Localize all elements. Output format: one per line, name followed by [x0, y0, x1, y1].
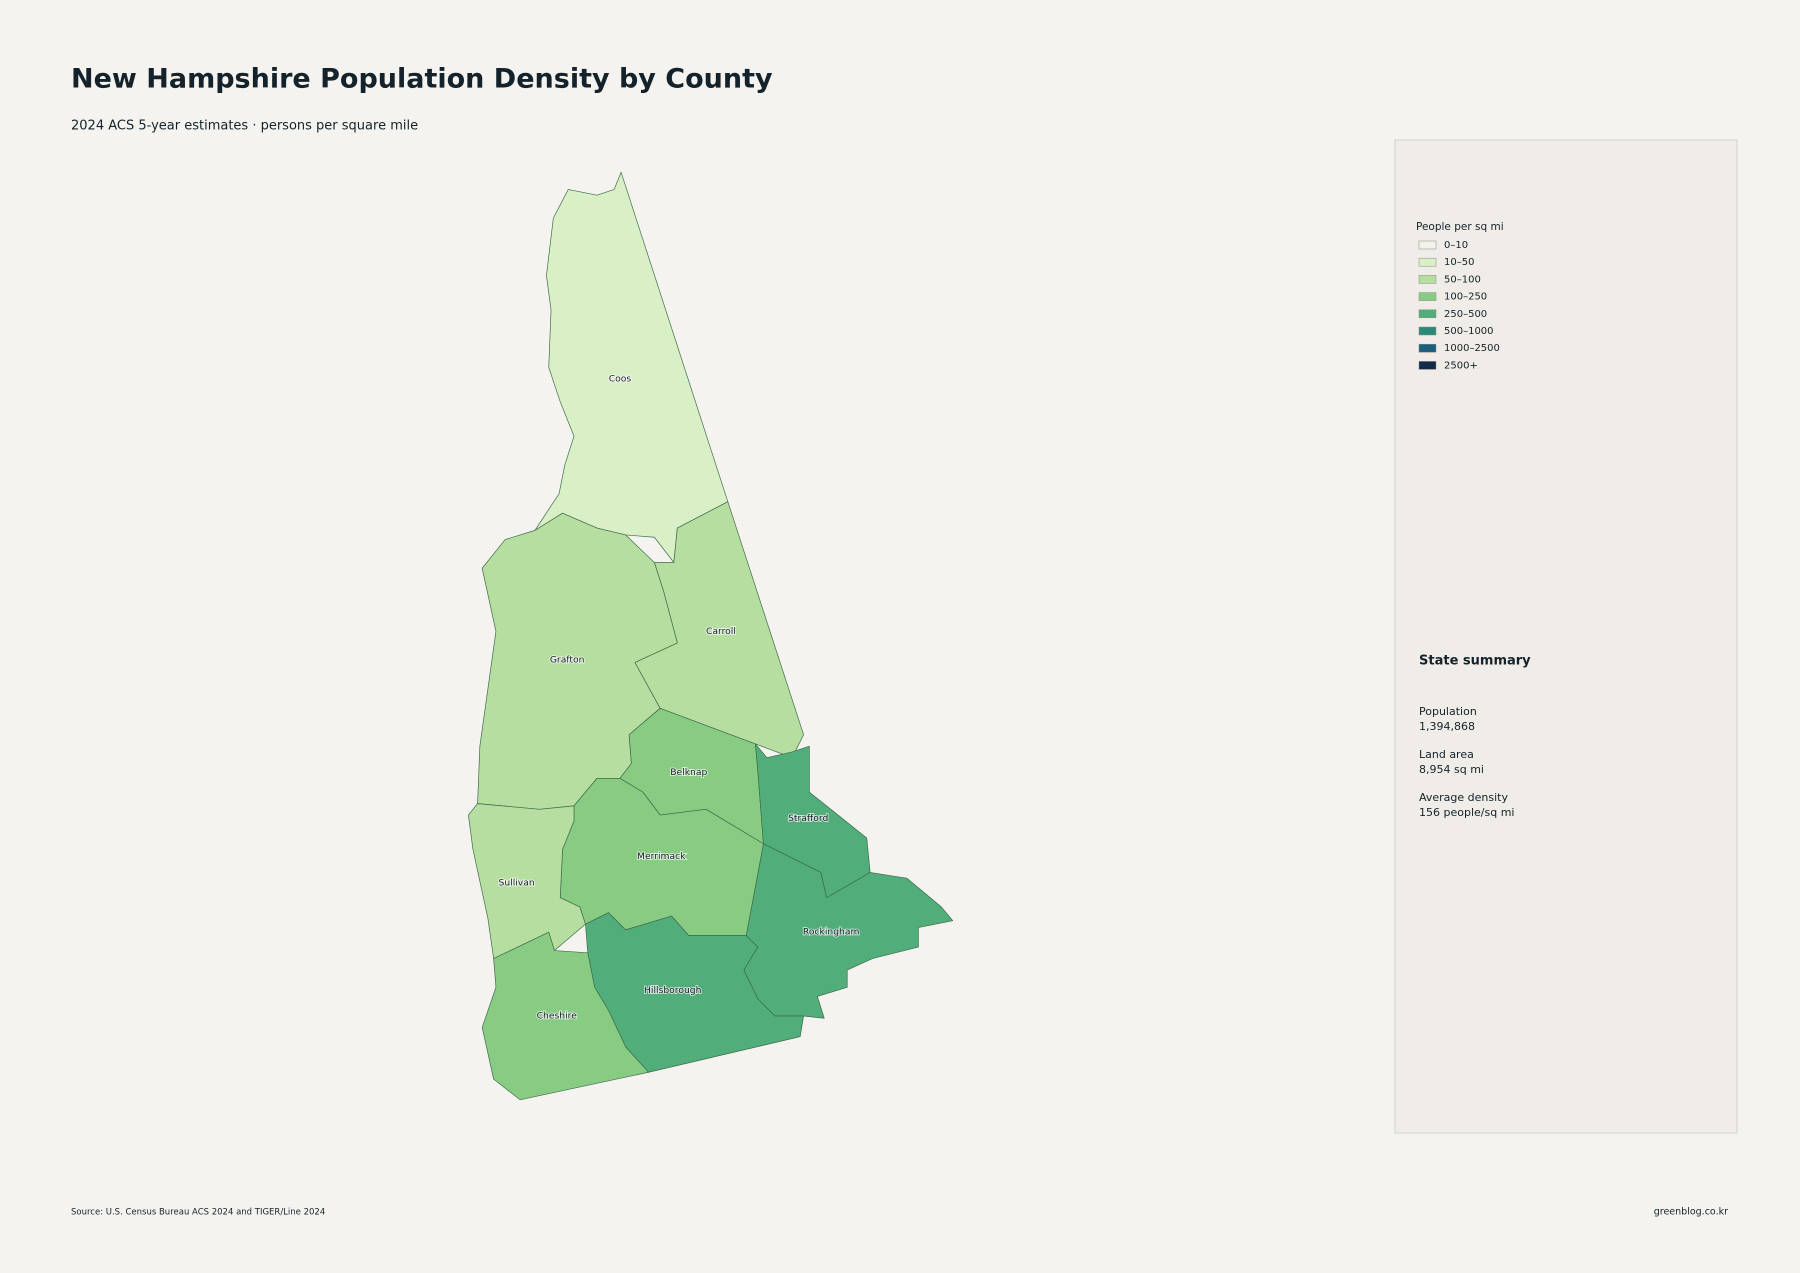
county-label: Rockingham — [803, 927, 860, 938]
legend-swatch — [1418, 240, 1437, 250]
county-label: Merrimack — [637, 851, 686, 862]
summary-value: 8,954 sq mi — [1419, 763, 1484, 776]
legend-title: People per sq mi — [1416, 221, 1504, 233]
county-label: Carroll — [706, 626, 736, 637]
summary-label: Population — [1419, 705, 1477, 718]
legend-label: 500–1000 — [1444, 326, 1494, 337]
county-label: Cheshire — [537, 1010, 578, 1021]
side-panel — [1394, 139, 1738, 1134]
summary-label: Land area — [1419, 748, 1474, 761]
legend-label: 250–500 — [1444, 309, 1487, 320]
county-label: Coos — [609, 373, 632, 384]
county-label: Belknap — [670, 767, 707, 778]
legend: People per sq mi 0–10 10–50 50–100 100–250 2… — [1416, 221, 1504, 371]
legend-label: 100–250 — [1444, 292, 1487, 303]
legend-label: 2500+ — [1444, 360, 1478, 371]
legend-swatch — [1418, 257, 1437, 267]
county — [481, 931, 649, 1101]
legend-swatch — [1418, 275, 1437, 284]
title: New Hampshire Population Density by Coun… — [71, 64, 773, 95]
county — [534, 171, 729, 563]
summary-value: 156 people/sq mi — [1419, 806, 1514, 819]
legend-label: 50–100 — [1444, 274, 1481, 285]
legend-swatch — [1418, 292, 1437, 301]
subtitle: 2024 ACS 5-year estimates · persons per … — [71, 119, 418, 134]
legend-label: 0–10 — [1444, 240, 1468, 251]
legend-label: 1000–2500 — [1444, 343, 1500, 354]
county-label: Sullivan — [499, 877, 535, 888]
credit: greenblog.co.kr — [1654, 1207, 1728, 1218]
summary: State summary Population 1,394,868 Land ar… — [1419, 654, 1531, 820]
legend-label: 10–50 — [1444, 257, 1474, 268]
legend-swatch — [1418, 361, 1437, 370]
summary-label: Average density — [1419, 791, 1508, 804]
legend-swatch — [1418, 326, 1437, 336]
legend-swatch — [1418, 343, 1437, 353]
summary-title: State summary — [1419, 654, 1531, 669]
source: Source: U.S. Census Bureau ACS 2024 and … — [71, 1208, 325, 1218]
map: Coos Carroll Grafton Belknap Strafford Rockin… — [468, 171, 954, 1101]
county-label: Grafton — [550, 655, 585, 666]
county-label: Strafford — [788, 813, 828, 824]
county-label: Hillsborough — [644, 985, 702, 996]
summary-value: 1,394,868 — [1419, 720, 1475, 733]
legend-swatch — [1418, 309, 1437, 319]
